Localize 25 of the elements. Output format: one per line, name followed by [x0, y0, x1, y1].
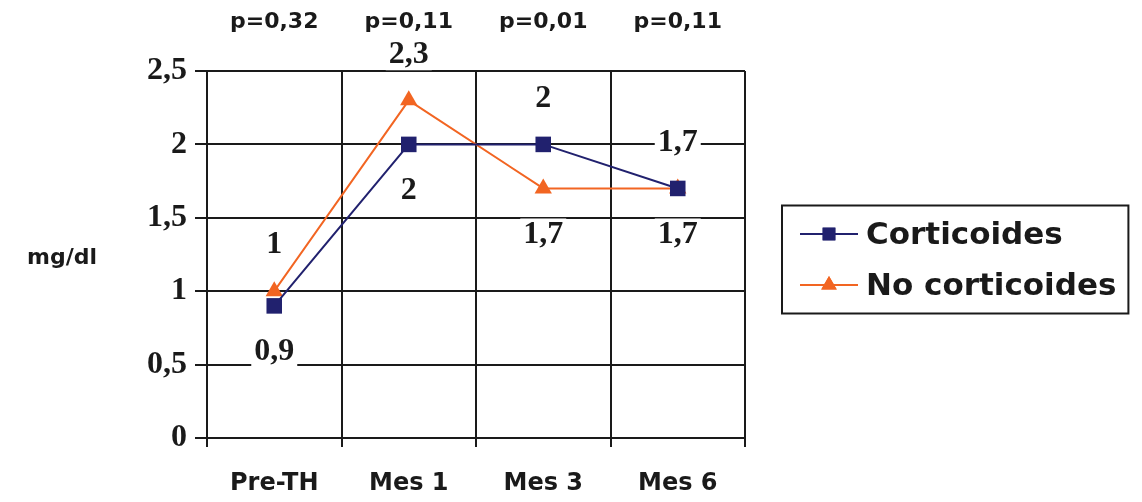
- data-label: 1,7: [657, 213, 698, 250]
- y-tick-label: 1: [171, 270, 187, 307]
- data-label: 1,7: [657, 121, 698, 158]
- data-label: 2: [400, 169, 417, 206]
- text: p=0,32: [230, 7, 319, 33]
- data-label: 0,9: [254, 331, 295, 368]
- text: p=0,11: [364, 7, 453, 33]
- y-tick-label: 0: [171, 417, 187, 454]
- y-tick-label: 2,5: [147, 50, 187, 87]
- y-tick-label: 2: [171, 123, 187, 160]
- y-tick-label: 1,5: [147, 197, 187, 234]
- text: p=0,01: [499, 7, 588, 33]
- data-label: 2: [535, 77, 552, 114]
- x-tick-label: Mes 1: [369, 467, 449, 496]
- data-label: 1: [266, 224, 283, 261]
- x-tick-label: Mes 6: [638, 467, 718, 496]
- y-axis-title: mg/dl: [27, 244, 97, 270]
- x-tick-label: Pre-TH: [229, 467, 319, 496]
- legend-label: Corticoides: [866, 215, 1063, 252]
- text: p=0,11: [633, 7, 722, 33]
- data-label: 2,3: [388, 33, 429, 70]
- legend-label: No corticoides: [866, 266, 1117, 303]
- x-tick-label: Mes 3: [503, 467, 583, 496]
- y-tick-label: 0,5: [147, 343, 187, 380]
- data-label: 1,7: [523, 213, 564, 250]
